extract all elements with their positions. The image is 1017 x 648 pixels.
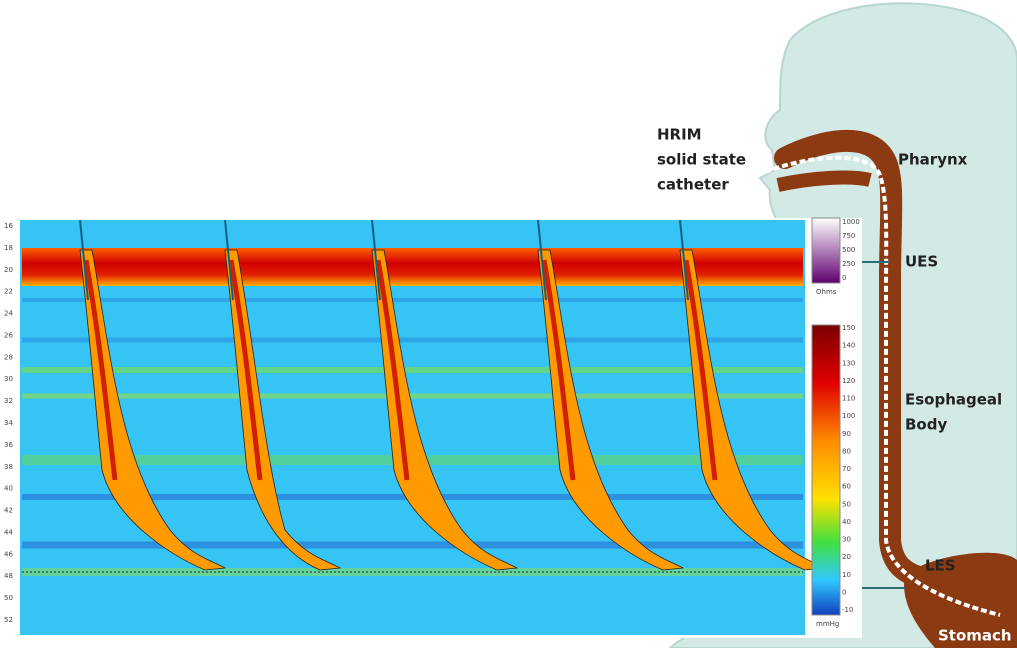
les-label: LES [925,557,956,575]
y-label: 16 [4,222,13,230]
topography [22,219,827,576]
peristalsis-core [375,259,410,481]
pressure-unit: mmHg [816,620,839,628]
catheter-label: catheter [657,176,729,194]
pressure-label: 120 [842,377,855,385]
swallow-marker [79,219,89,301]
peristalsis-core [83,259,118,481]
catheter [764,155,1001,617]
y-label: 28 [4,353,13,361]
y-label: 24 [4,310,13,318]
pressure-band [22,298,803,302]
pressure-band [22,568,803,576]
peristalsis [537,249,685,571]
peristalsis-core [683,259,718,481]
pressure-label: 0 [842,588,846,596]
oral-cavity [776,170,872,192]
impedance-bar [811,217,841,284]
y-label: 34 [4,419,13,427]
y-label: 44 [4,528,13,536]
pressure-band [22,393,803,399]
ues-band [22,248,803,286]
y-label: 38 [4,463,13,471]
y-label: 30 [4,375,13,383]
pressure-bar [811,324,841,616]
pressure-label: -10 [842,606,853,614]
pressure-label: 140 [842,342,855,350]
y-label: 32 [4,397,13,405]
catheter-label: solid state [657,151,746,169]
impedance-label: 0 [842,274,846,282]
catheter-label: HRIM [657,126,702,144]
y-label: 50 [4,594,13,602]
impedance-label: 1000 [842,218,860,226]
pressure-label: 30 [842,536,851,544]
peristalsis [79,249,227,571]
pressure-label: 130 [842,359,855,367]
pressure-label: 70 [842,465,851,473]
swallow-marker [371,219,381,301]
pressure-label: 20 [842,553,851,561]
pressure-label: 150 [842,324,855,332]
ues-label: UES [905,253,938,271]
y-label: 42 [4,507,13,515]
pressure-label: 110 [842,395,855,403]
pressure-band [22,337,803,343]
y-label: 22 [4,288,13,296]
peristalsis-core [228,259,263,481]
swallow-marker [537,219,547,301]
pressure-label: 10 [842,571,851,579]
y-label: 46 [4,550,13,558]
pressure-label: 80 [842,447,851,455]
pressure-band [22,541,803,549]
y-label: 20 [4,266,13,274]
peristalsis [371,249,519,571]
peristalsis [224,249,342,571]
pressure-label: 50 [842,500,851,508]
impedance-label: 250 [842,260,855,268]
pressure-label: 40 [842,518,851,526]
impedance-label: 750 [842,232,855,240]
y-label: 52 [4,616,13,624]
swallow-marker [224,219,234,301]
peristalsis-core [541,259,576,481]
pharynx-label: Pharynx [898,151,968,169]
impedance-label: 500 [842,246,855,254]
stomach-label: Stomach [938,627,1012,645]
y-label: 48 [4,572,13,580]
pressure-label: 100 [842,412,855,420]
stomach [904,552,1017,648]
body-label: Esophageal [905,391,1002,409]
pressure-label: 60 [842,483,851,491]
y-label: 36 [4,441,13,449]
swallow-marker [679,219,689,301]
y-label: 18 [4,244,13,252]
pressure-label: 90 [842,430,851,438]
impedance-unit: Ohms [816,288,837,296]
body-label: Body [905,416,947,434]
y-label: 26 [4,331,13,339]
y-label: 40 [4,485,13,493]
pressure-band [22,367,803,373]
